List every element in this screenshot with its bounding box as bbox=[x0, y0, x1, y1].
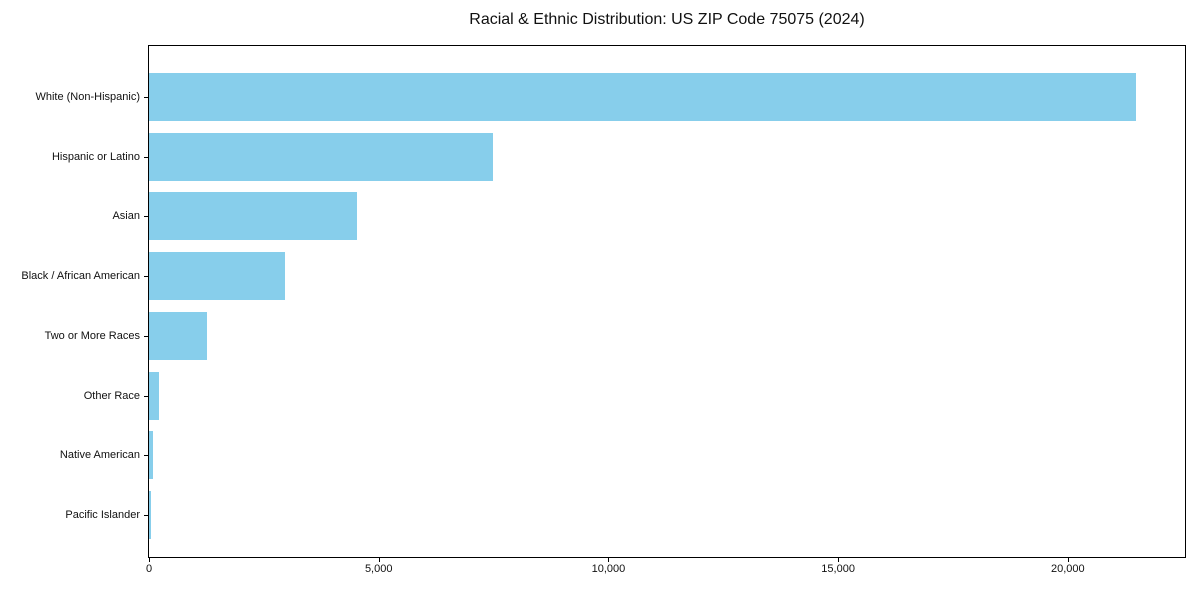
y-axis-label-black-african-american: Black / African American bbox=[21, 270, 140, 283]
y-axis-tick bbox=[144, 395, 148, 397]
y-axis-label-white-non-hispanic: White (Non-Hispanic) bbox=[35, 91, 140, 103]
y-axis-tick bbox=[144, 216, 148, 218]
y-axis-tick bbox=[144, 455, 148, 457]
x-axis-label-20000: 20,000 bbox=[1051, 563, 1085, 575]
x-axis-tick bbox=[838, 558, 840, 562]
bar-white-non-hispanic bbox=[149, 73, 1136, 121]
bar-two-or-more-races bbox=[149, 311, 208, 360]
x-axis-tick bbox=[608, 558, 610, 562]
y-axis-label-other-race: Other Race bbox=[83, 389, 140, 402]
y-axis-label-asian: Asian bbox=[112, 210, 140, 223]
y-axis-label-pacific-islander: Pacific Islander bbox=[65, 508, 140, 521]
x-axis-label-10000: 10,000 bbox=[591, 563, 626, 575]
x-axis-label-5000: 5,000 bbox=[364, 563, 393, 575]
x-axis-tick bbox=[149, 558, 150, 562]
y-axis-tick bbox=[144, 156, 148, 158]
x-axis-tick bbox=[378, 558, 380, 562]
bar-black-african-american bbox=[149, 252, 286, 301]
y-axis-tick bbox=[144, 335, 148, 337]
chart-title: Racial & Ethnic Distribution: US ZIP Cod… bbox=[469, 11, 865, 28]
bar-native-american bbox=[149, 431, 153, 480]
y-axis-label-native-american: Native American bbox=[59, 449, 140, 462]
y-axis-label-hispanic-or-latino: Hispanic or Latino bbox=[51, 150, 140, 163]
x-axis-label-15000: 15,000 bbox=[821, 563, 855, 575]
y-axis-tick bbox=[144, 276, 148, 278]
bar-asian bbox=[149, 192, 358, 241]
bar-pacific-islander bbox=[149, 490, 151, 539]
y-axis-tick bbox=[144, 97, 148, 98]
y-axis-tick bbox=[144, 514, 148, 516]
x-axis-label-0: 0 bbox=[145, 563, 153, 575]
bar-other-race bbox=[149, 371, 159, 420]
bar-hispanic-or-latino bbox=[149, 132, 493, 181]
plot-area bbox=[148, 45, 1186, 558]
y-axis-label-two-or-more-races: Two or More Races bbox=[44, 329, 140, 342]
x-axis-tick bbox=[1067, 558, 1069, 562]
